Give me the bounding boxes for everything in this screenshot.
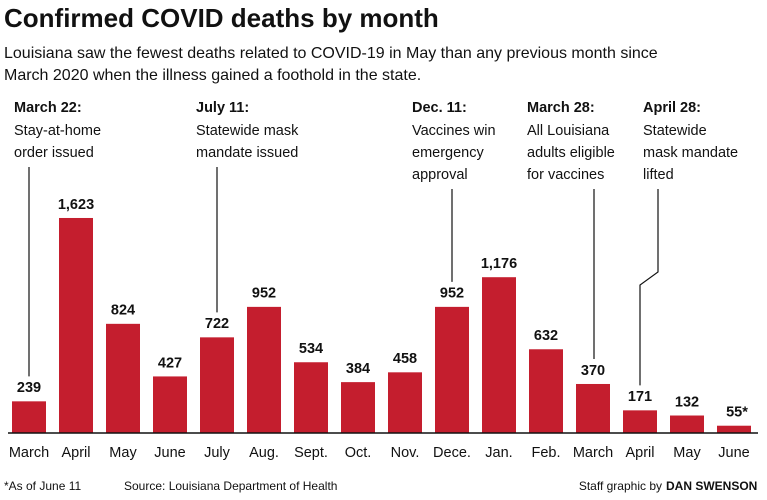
- value-label: 1,623: [58, 197, 94, 213]
- value-label: 239: [17, 380, 41, 396]
- annotation-text: All Louisiana: [527, 123, 610, 139]
- value-label: 722: [205, 316, 229, 332]
- bar: [717, 425, 751, 433]
- annotation-text: mask mandate: [643, 145, 738, 161]
- x-tick-label: Aug.: [249, 445, 279, 461]
- bar: [388, 372, 422, 433]
- annotation-text: Stay-at-home: [14, 123, 101, 139]
- source: Source: Louisiana Department of Health: [124, 479, 337, 493]
- bar: [576, 383, 610, 433]
- annotation-date: March 22:: [14, 100, 82, 116]
- annotation-leader: [639, 189, 659, 386]
- bar: [59, 217, 93, 433]
- bar: [435, 306, 469, 433]
- annotation-text: emergency: [412, 145, 484, 161]
- x-tick-label: Jan.: [485, 445, 512, 461]
- value-label: 952: [252, 286, 276, 302]
- value-label: 55*: [726, 405, 748, 421]
- subtitle: March 2020 when the illness gained a foo…: [4, 67, 421, 84]
- bar: [529, 349, 563, 433]
- value-label: 171: [628, 389, 652, 405]
- bar: [482, 277, 516, 433]
- x-tick-label: March: [9, 445, 49, 461]
- annotation-text: Statewide: [643, 123, 707, 139]
- credit-name: DAN SWENSON: [666, 479, 757, 493]
- x-tick-label: April: [625, 445, 654, 461]
- bar: [341, 382, 375, 433]
- x-tick-label: Feb.: [531, 445, 560, 461]
- annotation-date: April 28:: [643, 100, 701, 116]
- annotation-text: approval: [412, 167, 468, 183]
- annotation-text: Vaccines win: [412, 123, 496, 139]
- chart-title: Confirmed COVID deaths by month: [4, 3, 439, 33]
- bar: [12, 401, 46, 433]
- x-tick-label: Sept.: [294, 445, 328, 461]
- value-label: 384: [346, 361, 370, 377]
- value-label: 427: [158, 355, 182, 371]
- annotation-text: mandate issued: [196, 145, 298, 161]
- value-label: 132: [675, 394, 699, 410]
- credit: Staff graphic by: [579, 479, 662, 493]
- bar: [200, 337, 234, 433]
- bar: [153, 376, 187, 433]
- annotation-text: Statewide mask: [196, 123, 299, 139]
- annotation-text: order issued: [14, 145, 94, 161]
- x-tick-label: Oct.: [345, 445, 372, 461]
- annotation-text: adults eligible: [527, 145, 615, 161]
- value-label: 952: [440, 286, 464, 302]
- value-label: 370: [581, 363, 605, 379]
- x-tick-label: July: [204, 445, 231, 461]
- x-tick-label: Nov.: [391, 445, 420, 461]
- x-tick-label: Dece.: [433, 445, 471, 461]
- annotation-text: lifted: [643, 167, 674, 183]
- value-label: 534: [299, 341, 323, 357]
- footnote: *As of June 11: [4, 479, 81, 493]
- annotation-date: Dec. 11:: [412, 100, 467, 116]
- value-label: 458: [393, 351, 417, 367]
- x-tick-label: May: [109, 445, 137, 461]
- value-label: 632: [534, 328, 558, 344]
- bar: [294, 362, 328, 433]
- value-label: 1,176: [481, 256, 517, 272]
- bar: [623, 410, 657, 433]
- bar: [106, 323, 140, 433]
- x-tick-label: June: [718, 445, 749, 461]
- value-label: 824: [111, 303, 135, 319]
- bar: [670, 415, 704, 433]
- subtitle: Louisiana saw the fewest deaths related …: [4, 45, 658, 62]
- annotation-date: July 11:: [196, 100, 249, 116]
- x-tick-label: May: [673, 445, 701, 461]
- x-tick-label: June: [154, 445, 185, 461]
- x-tick-label: March: [573, 445, 613, 461]
- bar: [247, 306, 281, 433]
- x-tick-label: April: [61, 445, 90, 461]
- annotation-text: for vaccines: [527, 167, 604, 183]
- annotation-date: March 28:: [527, 100, 595, 116]
